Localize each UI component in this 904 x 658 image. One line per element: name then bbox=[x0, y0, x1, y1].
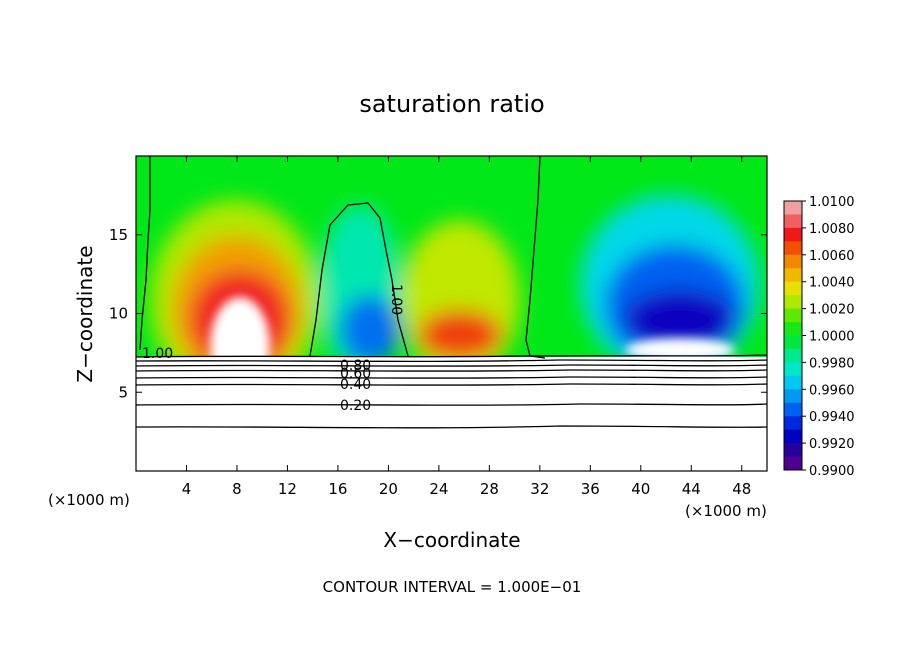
y-tick-label-0: 5 bbox=[118, 383, 128, 401]
plot-area: 1.00 1.00 0.80 0.60 0.40 0.20 bbox=[136, 156, 767, 471]
x-axis-label: X−coordinate bbox=[383, 528, 520, 552]
contour-band-5 bbox=[136, 383, 767, 386]
x-tick-label-2: 12 bbox=[278, 480, 297, 498]
colorbar-label-7: 0.9960 bbox=[809, 383, 855, 398]
colorbar-label-4: 1.0020 bbox=[809, 303, 855, 318]
x-tick-label-10: 44 bbox=[682, 480, 701, 498]
x-tick-label-11: 48 bbox=[732, 480, 751, 498]
colorbar-swatch-7 bbox=[784, 295, 802, 310]
colorbar-label-6: 0.9980 bbox=[809, 356, 855, 371]
plume-2-inner bbox=[418, 310, 502, 360]
x-tick-label-8: 36 bbox=[581, 480, 600, 498]
region-east-inner bbox=[625, 290, 735, 350]
colorbar-label-5: 1.0000 bbox=[809, 330, 855, 345]
y-axis: 5 10 15 bbox=[109, 226, 767, 401]
contour-label-0-60: 0.60 bbox=[340, 366, 371, 382]
colorbar-swatch-10 bbox=[784, 335, 802, 350]
contour-band-4 bbox=[136, 369, 767, 372]
colorbar-label-0: 1.0100 bbox=[809, 195, 855, 210]
colorbar-swatch-14 bbox=[784, 389, 802, 404]
colorbar-swatch-19 bbox=[784, 456, 802, 471]
colorbar-swatch-4 bbox=[784, 254, 802, 269]
colorbar-swatch-17 bbox=[784, 429, 802, 444]
x-tick-label-0: 4 bbox=[182, 480, 192, 498]
x-unit-right: (×1000 m) bbox=[685, 502, 767, 520]
contour-label-0-20: 0.20 bbox=[340, 398, 371, 414]
column-1-inner bbox=[340, 295, 400, 365]
colorbar-swatch-6 bbox=[784, 281, 802, 296]
colorbar-swatch-0 bbox=[784, 201, 802, 215]
y-tick-label-2: 15 bbox=[109, 226, 128, 244]
x-tick-label-6: 28 bbox=[480, 480, 499, 498]
x-tick-label-5: 24 bbox=[429, 480, 448, 498]
contour-labels: 1.00 1.00 0.80 0.60 0.40 0.20 bbox=[142, 284, 404, 414]
colorbar-swatch-8 bbox=[784, 308, 802, 323]
colorbar: 1.0100 1.0080 1.0060 1.0040 1.0020 1.0000 0.99… bbox=[783, 195, 855, 479]
x-tick-label-7: 32 bbox=[530, 480, 549, 498]
colorbar-label-8: 0.9940 bbox=[809, 410, 855, 425]
colorbar-swatch-15 bbox=[784, 402, 802, 417]
colorbar-swatch-12 bbox=[784, 362, 802, 377]
x-tick-label-3: 16 bbox=[328, 480, 347, 498]
colorbar-swatch-5 bbox=[784, 268, 802, 283]
colorbar-swatch-18 bbox=[784, 443, 802, 458]
x-unit-left: (×1000 m) bbox=[48, 491, 130, 509]
contour-1-00-west bbox=[139, 156, 151, 351]
x-axis: 4 8 12 16 20 24 28 32 36 40 44 48 bbox=[182, 156, 751, 498]
colorbar-label-3: 1.0040 bbox=[809, 276, 855, 291]
contour-0-20 bbox=[136, 403, 767, 406]
colorbar-swatch-16 bbox=[784, 416, 802, 431]
x-tick-label-4: 20 bbox=[379, 480, 398, 498]
y-tick-label-1: 10 bbox=[109, 305, 128, 323]
colorbar-label-9: 0.9920 bbox=[809, 437, 855, 452]
x-tick-label-9: 40 bbox=[631, 480, 650, 498]
contour-lowest bbox=[136, 425, 767, 429]
contour-band-3 bbox=[136, 364, 767, 367]
colorbar-swatch-13 bbox=[784, 375, 802, 390]
contour-1-00-column bbox=[309, 202, 409, 357]
colorbar-label-10: 0.9900 bbox=[809, 464, 855, 479]
colorbar-swatch-9 bbox=[784, 322, 802, 336]
y-axis-label: Z−coordinate bbox=[73, 245, 97, 382]
contour-label-0-80: 0.80 bbox=[340, 358, 371, 374]
x-tick-label-1: 8 bbox=[232, 480, 242, 498]
colorbar-swatch-11 bbox=[784, 348, 802, 363]
contour-lines bbox=[136, 156, 767, 429]
colorbar-swatch-1 bbox=[784, 214, 802, 229]
contour-label-1-00-west: 1.00 bbox=[142, 346, 173, 362]
chart-title: saturation ratio bbox=[359, 90, 544, 118]
colorbar-label-1: 1.0080 bbox=[809, 222, 855, 237]
contour-band-1 bbox=[136, 354, 767, 358]
colorbar-swatch-3 bbox=[784, 241, 802, 256]
contour-label-0-40: 0.40 bbox=[340, 377, 371, 393]
contour-0-40 bbox=[136, 376, 767, 379]
colorbar-swatch-2 bbox=[784, 227, 802, 242]
lower-unshaded bbox=[136, 357, 767, 471]
contour-interval-note: CONTOUR INTERVAL = 1.000E−01 bbox=[323, 578, 582, 596]
colorbar-label-2: 1.0060 bbox=[809, 249, 855, 264]
contour-band-2 bbox=[136, 359, 767, 363]
contour-label-1-00-column: 1.00 bbox=[388, 284, 404, 315]
